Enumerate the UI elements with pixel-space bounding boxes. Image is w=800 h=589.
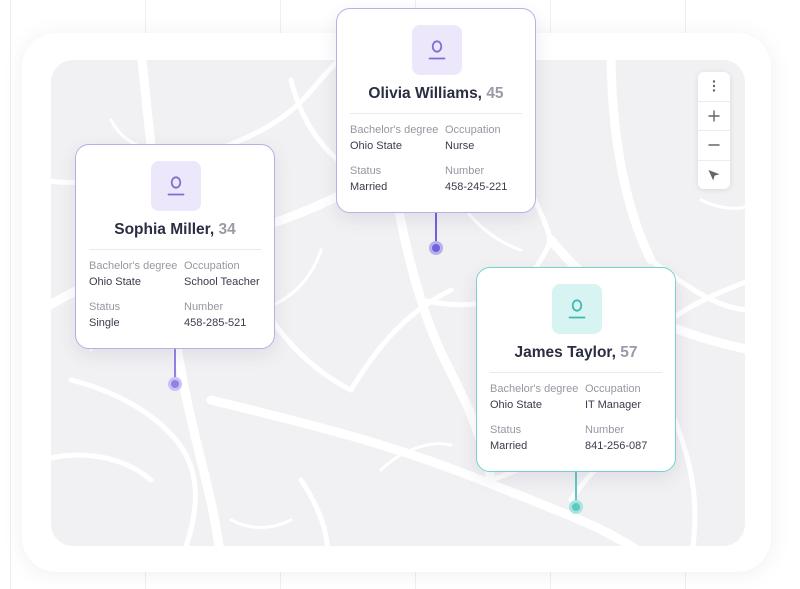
number-label: Number bbox=[585, 424, 625, 436]
number-value: 458-285-521 bbox=[184, 317, 247, 329]
status-label: Status bbox=[89, 301, 121, 313]
education-label: Bachelor's degree bbox=[490, 383, 579, 395]
divider bbox=[89, 249, 261, 250]
plus-icon bbox=[708, 110, 720, 122]
person-age: 45 bbox=[486, 85, 504, 102]
number-label: Number bbox=[184, 301, 224, 313]
person-card-olivia[interactable]: Olivia Williams, 45 Bachelor's degree Oh… bbox=[336, 8, 536, 213]
number-field: Number 458-285-521 bbox=[184, 299, 246, 331]
status-value: Married bbox=[350, 181, 388, 193]
person-card-sophia[interactable]: Sophia Miller, 34 Bachelor's degree Ohio… bbox=[75, 144, 275, 349]
status-value: Single bbox=[89, 317, 120, 329]
education-field: Bachelor's degree Ohio State bbox=[490, 381, 578, 413]
person-age: 34 bbox=[218, 221, 236, 238]
zoom-in-button[interactable] bbox=[698, 100, 730, 131]
number-field: Number 458-245-221 bbox=[445, 163, 507, 195]
locate-button[interactable] bbox=[698, 159, 730, 190]
occupation-value: IT Manager bbox=[585, 399, 642, 411]
occupation-label: Occupation bbox=[585, 383, 641, 395]
occupation-field: Occupation School Teacher bbox=[184, 258, 260, 290]
minus-icon bbox=[708, 144, 720, 146]
education-field: Bachelor's degree Ohio State bbox=[89, 258, 177, 290]
map-controls bbox=[698, 72, 730, 189]
occupation-value: Nurse bbox=[445, 140, 475, 152]
user-icon bbox=[568, 299, 586, 319]
divider bbox=[490, 372, 662, 373]
divider bbox=[350, 113, 522, 114]
number-value: 458-245-221 bbox=[445, 181, 508, 193]
map-pin-james[interactable] bbox=[569, 500, 583, 514]
pin-stem-sophia bbox=[174, 348, 176, 378]
education-label: Bachelor's degree bbox=[350, 124, 439, 136]
occupation-field: Occupation Nurse bbox=[445, 122, 501, 154]
occupation-field: Occupation IT Manager bbox=[585, 381, 641, 413]
number-label: Number bbox=[445, 165, 485, 177]
person-name-text: Sophia Miller, bbox=[114, 221, 215, 238]
avatar bbox=[151, 161, 201, 211]
map-pin-olivia[interactable] bbox=[429, 241, 443, 255]
pin-stem-james bbox=[575, 471, 577, 501]
status-field: Status Married bbox=[350, 163, 387, 195]
person-name: Sophia Miller, 34 bbox=[76, 221, 274, 239]
education-value: Ohio State bbox=[89, 276, 141, 288]
navigation-arrow-icon bbox=[708, 169, 720, 181]
more-options-button[interactable] bbox=[698, 72, 730, 101]
pin-stem-olivia bbox=[435, 212, 437, 242]
status-field: Status Married bbox=[490, 422, 527, 454]
number-field: Number 841-256-087 bbox=[585, 422, 647, 454]
person-card-james[interactable]: James Taylor, 57 Bachelor's degree Ohio … bbox=[476, 267, 676, 472]
occupation-label: Occupation bbox=[445, 124, 501, 136]
status-label: Status bbox=[350, 165, 382, 177]
person-name: Olivia Williams, 45 bbox=[337, 85, 535, 103]
education-label: Bachelor's degree bbox=[89, 260, 178, 272]
number-value: 841-256-087 bbox=[585, 440, 648, 452]
education-value: Ohio State bbox=[490, 399, 542, 411]
occupation-label: Occupation bbox=[184, 260, 240, 272]
person-name: James Taylor, 57 bbox=[477, 344, 675, 362]
user-icon bbox=[167, 176, 185, 196]
person-age: 57 bbox=[620, 344, 638, 361]
person-name-text: James Taylor, bbox=[514, 344, 616, 361]
occupation-value: School Teacher bbox=[184, 276, 260, 288]
more-vertical-icon bbox=[712, 80, 716, 92]
status-label: Status bbox=[490, 424, 522, 436]
map-pin-sophia[interactable] bbox=[168, 377, 182, 391]
status-value: Married bbox=[490, 440, 528, 452]
status-field: Status Single bbox=[89, 299, 120, 331]
education-field: Bachelor's degree Ohio State bbox=[350, 122, 438, 154]
person-name-text: Olivia Williams, bbox=[368, 85, 482, 102]
avatar bbox=[552, 284, 602, 334]
user-icon bbox=[428, 40, 446, 60]
zoom-out-button[interactable] bbox=[698, 130, 730, 160]
avatar bbox=[412, 25, 462, 75]
education-value: Ohio State bbox=[350, 140, 402, 152]
